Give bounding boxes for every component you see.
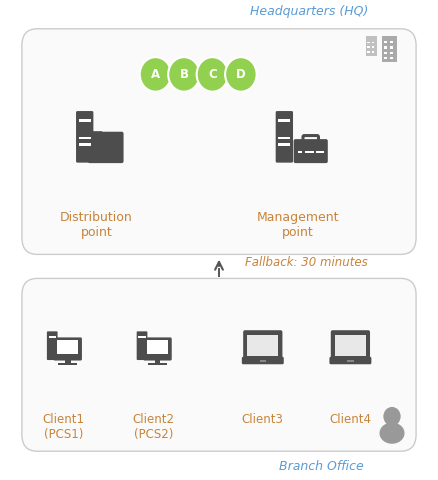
FancyBboxPatch shape [22, 29, 416, 254]
Bar [279, 137, 290, 139]
Bar [390, 46, 393, 48]
Bar [372, 41, 374, 44]
FancyBboxPatch shape [88, 132, 124, 163]
Bar [382, 36, 398, 62]
Bar [372, 47, 374, 48]
Bar [390, 51, 393, 54]
Bar [279, 143, 290, 145]
FancyBboxPatch shape [47, 331, 58, 360]
FancyBboxPatch shape [329, 357, 371, 364]
Bar [367, 41, 370, 44]
Bar [279, 120, 290, 122]
Bar [155, 359, 160, 363]
Text: C: C [208, 68, 217, 81]
Bar [384, 51, 387, 54]
Bar [367, 51, 370, 53]
Bar [367, 47, 370, 48]
Circle shape [383, 407, 401, 426]
Circle shape [140, 57, 171, 92]
Circle shape [225, 57, 257, 92]
Bar [390, 57, 393, 59]
Ellipse shape [379, 422, 405, 444]
Text: Client3: Client3 [242, 413, 284, 426]
Bar [384, 57, 387, 59]
Text: Headquarters (HQ): Headquarters (HQ) [250, 5, 368, 19]
Bar [79, 137, 91, 139]
Bar [57, 340, 78, 354]
Text: Client2
(PCS2): Client2 (PCS2) [132, 413, 174, 441]
Bar [314, 151, 316, 153]
FancyBboxPatch shape [331, 330, 370, 360]
Bar [384, 41, 387, 43]
Bar [366, 36, 377, 56]
Bar [79, 120, 91, 122]
Text: B: B [180, 68, 188, 81]
Text: Management
point: Management point [257, 211, 339, 239]
Bar [138, 336, 145, 337]
Circle shape [168, 57, 200, 92]
FancyBboxPatch shape [137, 331, 147, 360]
Bar [49, 336, 56, 337]
Text: Distribution
point: Distribution point [60, 211, 133, 239]
Text: Client4: Client4 [329, 413, 371, 426]
FancyBboxPatch shape [143, 337, 172, 360]
Text: D: D [236, 68, 246, 81]
FancyBboxPatch shape [276, 111, 293, 163]
FancyBboxPatch shape [76, 111, 93, 163]
Bar [148, 363, 167, 365]
Bar [384, 46, 387, 48]
Bar [347, 360, 353, 362]
Text: Branch Office: Branch Office [279, 460, 364, 473]
Bar [260, 360, 266, 362]
FancyBboxPatch shape [243, 330, 283, 360]
Text: Client1
(PCS1): Client1 (PCS1) [42, 413, 85, 441]
FancyBboxPatch shape [242, 357, 284, 364]
Bar [58, 363, 77, 365]
Bar [372, 51, 374, 53]
Circle shape [197, 57, 228, 92]
Bar [79, 143, 91, 145]
Bar [302, 151, 304, 153]
Bar [65, 359, 71, 363]
FancyBboxPatch shape [53, 337, 82, 360]
Bar [298, 151, 324, 153]
Bar [147, 340, 168, 354]
FancyBboxPatch shape [293, 139, 328, 163]
Text: Fallback: 30 minutes: Fallback: 30 minutes [245, 256, 368, 269]
Bar [390, 41, 393, 43]
Bar [247, 335, 278, 356]
FancyBboxPatch shape [22, 278, 416, 451]
Text: A: A [151, 68, 160, 81]
Bar [335, 335, 366, 356]
FancyBboxPatch shape [89, 131, 102, 136]
